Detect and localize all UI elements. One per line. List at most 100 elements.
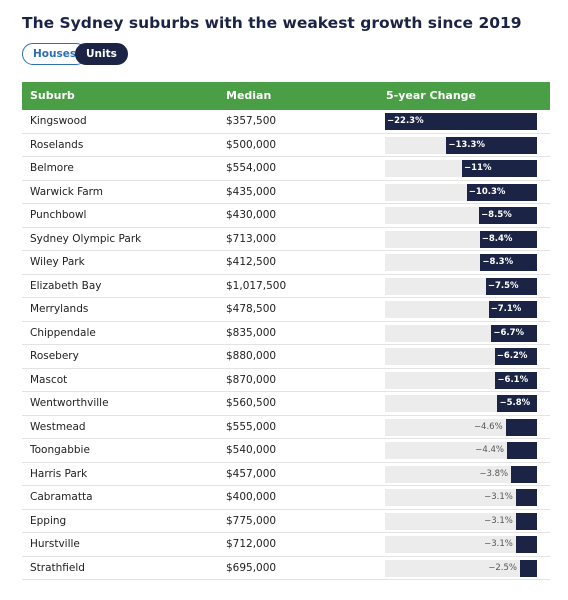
bar [485,277,537,295]
median: $560,500 [226,397,277,409]
median: $412,500 [226,256,277,268]
table-row: Rosebery $880,000 −6.2% [22,345,550,369]
suburb: Epping [30,514,67,527]
suburb: Kingswood [30,115,87,127]
bar-track [385,442,537,459]
median: $500,000 [226,138,277,151]
bar-label: −3.8% [479,468,509,479]
bar [515,512,537,530]
table-row: Roselands $500,000 −13.3% [22,134,550,157]
bar [488,301,537,318]
table-row: Cabramatta $400,000 −3.1% [22,486,550,510]
table-row: Wentworthville $560,500 −5.8% [22,392,550,416]
bar [480,254,537,271]
median: $712,000 [226,538,277,550]
bar-label: −2.5% [488,562,517,573]
tab[interactable]: Houses [22,43,88,65]
bar-track [385,536,537,553]
bar-label: −8.5% [481,210,512,220]
median: $457,000 [226,467,277,480]
table-row: Toongabbie $540,000 −4.4% [22,439,550,463]
median: $554,000 [226,162,277,174]
table-row: Mascot $870,000 −6.1% [22,369,550,392]
table-row: Chippendale $835,000 −6.7% [22,322,550,345]
suburb: Westmead [30,420,86,433]
table-row: Warwick Farm $435,000 −10.3% [22,181,550,204]
table-row: Epping $775,000 −3.1% [22,510,550,533]
bar-track [385,489,537,506]
bar-label: −3.1% [484,539,513,549]
suburb: Merrylands [30,303,89,315]
bar [497,395,537,412]
bar [495,371,537,389]
tab-active[interactable]: Units [75,43,128,65]
bar-label: −3.1% [484,515,513,526]
suburb: Roselands [30,138,84,151]
bar-label: −4.4% [475,445,505,455]
bar [466,183,537,201]
table-row: Kingswood $357,500 −22.3% [22,110,550,134]
column-header: Suburb [30,89,75,102]
table: Suburb Median 5-year Change Kingswood $35… [22,82,550,580]
bar-label: −6.7% [493,327,525,338]
table-header: Suburb Median 5-year Change [22,82,550,110]
median: $880,000 [226,350,277,362]
table-row: Strathfield $695,000 −2.5% [22,557,550,580]
bar-track [385,559,537,577]
bar-label: −8.4% [481,233,513,244]
median: $695,000 [226,561,277,574]
bar [446,136,537,154]
bar-label: −7.1% [490,304,522,314]
bar-label: −5.8% [499,398,531,408]
median: $835,000 [226,326,277,339]
table-row: Belmore $554,000 −11% [22,157,550,181]
table-row: Wiley Park $412,500 −8.3% [22,251,550,275]
bar [494,348,537,365]
bar-label: −11% [464,163,492,173]
title: The Sydney suburbs with the weakest grow… [22,14,522,32]
median: $430,000 [226,209,277,221]
suburb: Warwick Farm [30,185,104,198]
bar-label: −6.2% [496,351,528,361]
median: $435,000 [226,185,277,198]
bar [385,113,537,130]
bar-label: −10.3% [468,186,506,197]
suburb: Sydney Olympic Park [30,232,142,245]
suburb: Chippendale [30,326,96,339]
median: $713,000 [226,232,277,245]
table-row: Sydney Olympic Park $713,000 −8.4% [22,228,550,251]
bar [491,324,537,342]
column-header: 5-year Change [386,89,477,102]
suburb: Mascot [30,373,68,386]
table-row: Elizabeth Bay $1,017,500 −7.5% [22,275,550,298]
table-row: Westmead $555,000 −4.6% [22,416,550,439]
bar-track [385,418,537,436]
bar-label: −13.3% [448,139,485,150]
bar [505,418,537,436]
table-row: Punchbowl $430,000 −8.5% [22,204,550,228]
median: $870,000 [226,373,277,386]
suburb: Rosebery [30,350,79,362]
median: $540,000 [226,444,277,456]
suburb: Cabramatta [30,491,93,503]
median: $357,500 [226,115,277,127]
bar-label: −3.1% [484,492,513,502]
suburb: Harris Park [30,467,88,480]
bar-track [385,512,537,530]
column-header: Median [226,89,272,102]
suburb: Elizabeth Bay [30,279,102,292]
median: $478,500 [226,303,277,315]
bar [479,230,537,248]
bar-label: −22.3% [387,116,424,126]
bar-track [385,465,537,483]
suburb: Strathfield [30,561,85,574]
bar [515,489,537,506]
median: $555,000 [226,420,277,433]
bar [511,465,537,483]
bar-label: −4.6% [473,421,503,432]
bar [462,160,537,177]
table-row: Merrylands $478,500 −7.1% [22,298,550,322]
bar-label: −6.1% [497,374,529,385]
bar [519,559,537,577]
